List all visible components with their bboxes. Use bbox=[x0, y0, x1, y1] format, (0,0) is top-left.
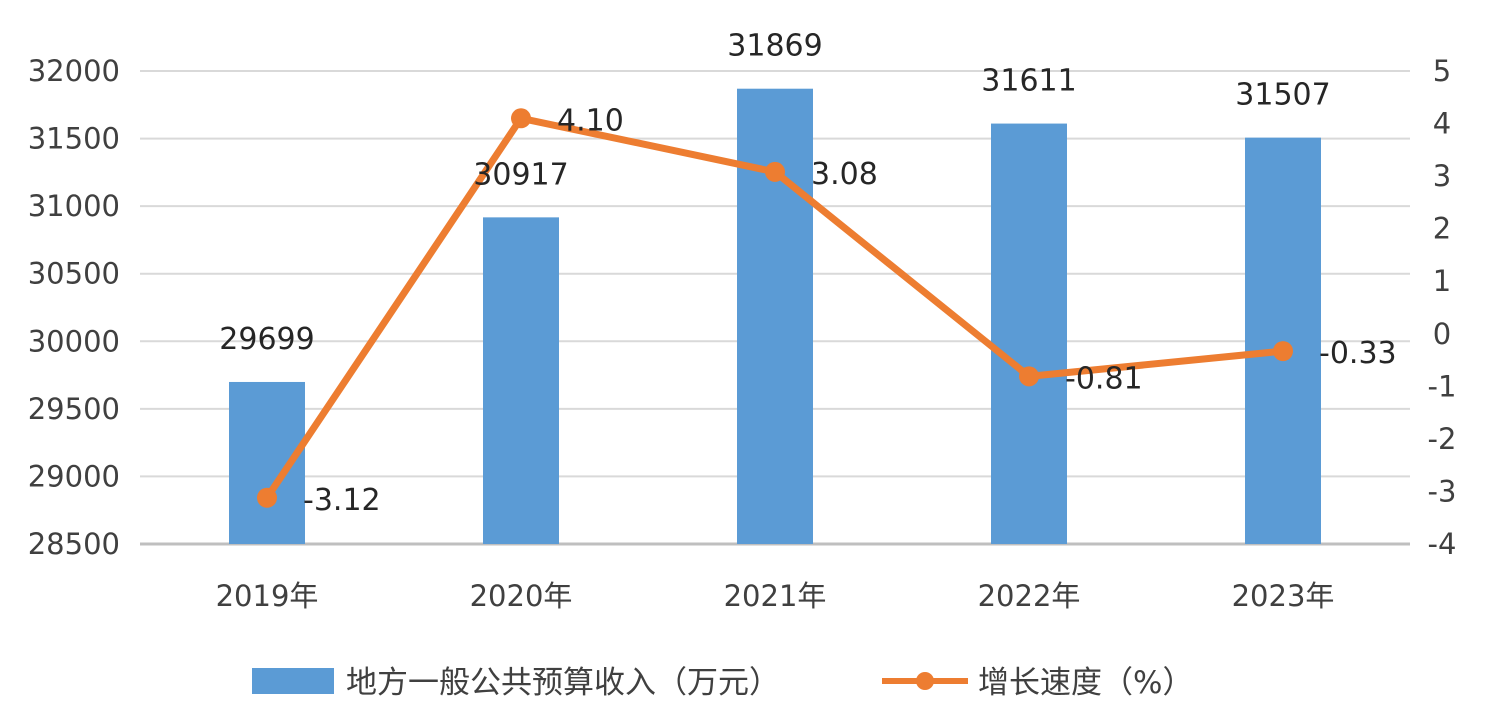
y-right-tick-label: -3 bbox=[1428, 474, 1457, 508]
line-series bbox=[257, 108, 1293, 508]
line-marker bbox=[257, 487, 277, 508]
y-left-tick-label: 28500 bbox=[28, 527, 120, 561]
legend-swatch-marker bbox=[916, 672, 934, 690]
bar bbox=[737, 88, 813, 545]
x-tick-label: 2019年 bbox=[216, 579, 319, 613]
right-axis-ticks: -4 -3 -2 -1 0 1 2 3 4 5 bbox=[1428, 54, 1457, 561]
y-left-tick-label: 30000 bbox=[28, 324, 120, 358]
legend-label-bar: 地方一般公共预算收入（万元） bbox=[346, 665, 780, 701]
y-right-tick-label: 4 bbox=[1433, 107, 1451, 141]
legend-swatch-bar bbox=[252, 668, 334, 694]
y-left-tick-label: 31000 bbox=[28, 189, 120, 223]
line-value-label: -3.12 bbox=[303, 483, 381, 518]
y-left-tick-label: 29000 bbox=[28, 459, 120, 493]
x-tick-label: 2020年 bbox=[470, 579, 573, 613]
line-value-label: -0.81 bbox=[1065, 361, 1143, 396]
line-marker bbox=[1273, 341, 1293, 362]
y-right-tick-label: 1 bbox=[1433, 264, 1451, 298]
legend: 地方一般公共预算收入（万元） 增长速度（%） bbox=[252, 665, 1193, 701]
bar bbox=[991, 123, 1067, 545]
line-marker bbox=[765, 161, 785, 182]
y-left-tick-label: 32000 bbox=[28, 54, 120, 88]
y-right-tick-label: -2 bbox=[1428, 422, 1457, 456]
bar-value-label: 31869 bbox=[727, 29, 822, 64]
line-value-label: 3.08 bbox=[811, 157, 878, 192]
y-right-tick-label: 5 bbox=[1433, 54, 1451, 88]
x-axis-ticks: 2019年 2020年 2021年 2022年 2023年 bbox=[216, 579, 1335, 613]
line-marker bbox=[511, 108, 531, 129]
bar-value-label: 31611 bbox=[981, 64, 1076, 99]
legend-label-line: 增长速度（%） bbox=[978, 665, 1193, 701]
data-labels: 29699 30917 31869 31611 31507 -3.12 4.10 3.08 -0… bbox=[219, 29, 1396, 518]
bar bbox=[1245, 137, 1321, 544]
bar-value-label: 31507 bbox=[1235, 78, 1330, 113]
left-axis-ticks: 28500 29000 29500 30000 30500 31000 31500 32000 bbox=[28, 54, 120, 561]
y-right-tick-label: 0 bbox=[1433, 317, 1451, 351]
bar-series bbox=[229, 88, 1321, 545]
x-tick-label: 2023年 bbox=[1232, 579, 1335, 613]
y-right-tick-label: -1 bbox=[1428, 369, 1457, 403]
y-left-tick-label: 31500 bbox=[28, 122, 120, 156]
y-right-tick-label: 2 bbox=[1433, 212, 1451, 246]
bar-value-label: 29699 bbox=[219, 322, 314, 357]
line-value-label: 4.10 bbox=[557, 103, 624, 138]
bar bbox=[483, 217, 559, 544]
line-marker bbox=[1019, 366, 1039, 387]
y-right-tick-label: -4 bbox=[1428, 527, 1457, 561]
x-tick-label: 2022年 bbox=[978, 579, 1081, 613]
y-left-tick-label: 30500 bbox=[28, 257, 120, 291]
x-tick-label: 2021年 bbox=[724, 579, 827, 613]
bar-value-label: 30917 bbox=[473, 157, 568, 192]
y-left-tick-label: 29500 bbox=[28, 392, 120, 426]
y-right-tick-label: 3 bbox=[1433, 159, 1451, 193]
line-value-label: -0.33 bbox=[1319, 336, 1397, 371]
